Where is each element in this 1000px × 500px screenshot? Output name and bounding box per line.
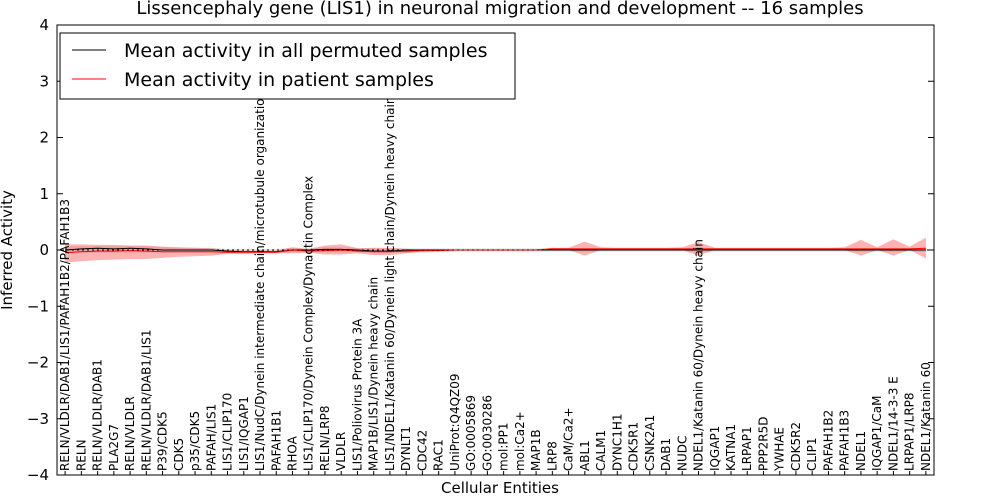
x-tick-label: CDK5: [172, 438, 186, 471]
x-tick-label: mol:Ca2+: [513, 411, 527, 471]
x-tick-label: YWHAE: [773, 427, 787, 472]
x-axis-label: Cellular Entities: [441, 479, 559, 497]
y-tick-label: 3: [39, 72, 49, 90]
x-tick-label: LIS1/IQGAP1: [237, 396, 251, 471]
y-tick-label: −2: [27, 354, 49, 372]
legend-label-permuted: Mean activity in all permuted samples: [124, 40, 487, 62]
x-tick-label: MAP1B/LIS1/Dynein heavy chain: [367, 277, 381, 471]
x-tick-label: IQGAP1: [708, 426, 722, 471]
x-tick-label: PAFAH1B3: [838, 410, 852, 471]
y-tick-label: −1: [27, 297, 49, 315]
x-tick-label: CDC42: [415, 430, 429, 471]
y-axis-label: Inferred Activity: [0, 190, 16, 310]
x-tick-label: RELN/VLDLR: [123, 396, 137, 471]
y-tick-label: −4: [27, 466, 49, 484]
x-tick-label: DYNC1H1: [610, 413, 624, 471]
x-tick-label: DYNLT1: [399, 426, 413, 471]
x-tick-label: P39/CDK5: [156, 411, 170, 471]
x-tick-label: VLDLR: [334, 432, 348, 471]
x-tick-label: mol:PP1: [497, 422, 511, 471]
line-patient: [65, 247, 926, 254]
x-tick-labels: RELN/VLDLR/DAB1/LIS1/PAFAH1B2/PAFAH1B3 RE…: [58, 48, 933, 475]
x-tick-label: LRPAP1/LRP8: [903, 392, 917, 471]
x-tick-label: PAFAH1B1: [269, 410, 283, 471]
x-tick-label: CDK5R2: [789, 422, 803, 471]
x-tick-label: CaM/Ca2+: [562, 407, 576, 471]
y-tick-label: 4: [39, 16, 49, 34]
x-tick-label: RELN/VLDLR/DAB1: [91, 359, 105, 471]
x-tick-label: LRP8: [545, 441, 559, 471]
x-tick-label: DAB1: [659, 438, 673, 471]
x-tick-label: CSNK2A1: [643, 415, 657, 471]
y-tick-label: −3: [27, 410, 49, 428]
x-tick-label: GO:0005869: [464, 395, 478, 471]
y-tick-label: 0: [39, 241, 49, 259]
x-tick-label: LIS1/CLIP170/Dynein Complex/Dynactin Com…: [302, 176, 316, 471]
x-tick-label: LIS1/Poliovirus Protein 3A: [351, 318, 365, 471]
legend-box: [59, 32, 516, 100]
x-tick-label: LIS1/CLIP170: [221, 393, 235, 471]
x-tick-label: LIS1/NDEL1/Katanin 60/Dynein light chain…: [383, 97, 397, 471]
x-tick-label: RELN/LRP8: [318, 405, 332, 471]
chart-title: Lissencephaly gene (LIS1) in neuronal mi…: [136, 0, 863, 19]
x-tick-label: RELN: [74, 439, 88, 471]
x-tick-label: UniProt:Q4QZ09: [448, 373, 462, 471]
legend-label-patient: Mean activity in patient samples: [124, 69, 434, 91]
x-tick-label: RHOA: [286, 435, 300, 471]
x-tick-label: p35/CDK5: [188, 411, 202, 471]
plot-frame: [56, 24, 935, 476]
x-tick-label: LRPAP1: [740, 426, 754, 471]
x-tick-label: RELN/VLDLR/DAB1/LIS1: [139, 330, 153, 471]
x-tick-label: NUDC: [675, 436, 689, 471]
x-tick-label: CDK5R1: [627, 422, 641, 471]
x-tick-label: PPP2R5D: [757, 416, 771, 471]
x-tick-label: LIS1/NudC/Dynein intermediate chain/micr…: [253, 48, 267, 471]
y-ticks: −4 −3 −2 −1 0 1 2 3 4: [27, 16, 934, 484]
x-tick-label: PLA2G7: [107, 424, 121, 471]
x-tick-label: PAFAH/LIS1: [204, 404, 218, 471]
legend: Mean activity in all permuted samples Me…: [59, 32, 516, 100]
x-tick-label: NDEL1/Katanin 60/Dynein heavy chain: [692, 239, 706, 471]
series-lines: [57, 247, 934, 254]
x-tick-label: ABL1: [578, 440, 592, 471]
x-tick-label: NDEL1: [854, 431, 868, 471]
x-tick-label: NDEL1/Katanin 60: [919, 362, 933, 471]
x-tick-label: CLIP1: [805, 438, 819, 471]
x-tick-label: CALM1: [594, 430, 608, 471]
x-tick-label: MAP1B: [529, 429, 543, 471]
x-tick-label: KATNA1: [724, 424, 738, 471]
y-tick-label: 2: [39, 129, 49, 147]
x-tick-label: RAC1: [432, 439, 446, 471]
x-tick-label: RELN/VLDLR/DAB1/LIS1/PAFAH1B2/PAFAH1B3: [58, 199, 72, 471]
x-tick-label: GO:0030286: [480, 395, 494, 471]
y-tick-label: 1: [39, 185, 49, 203]
x-tick-label: NDEL1/14-3-3 E: [886, 376, 900, 471]
x-tick-label: PAFAH1B2: [821, 410, 835, 471]
x-tick-label: IQGAP1/CaM: [870, 396, 884, 472]
